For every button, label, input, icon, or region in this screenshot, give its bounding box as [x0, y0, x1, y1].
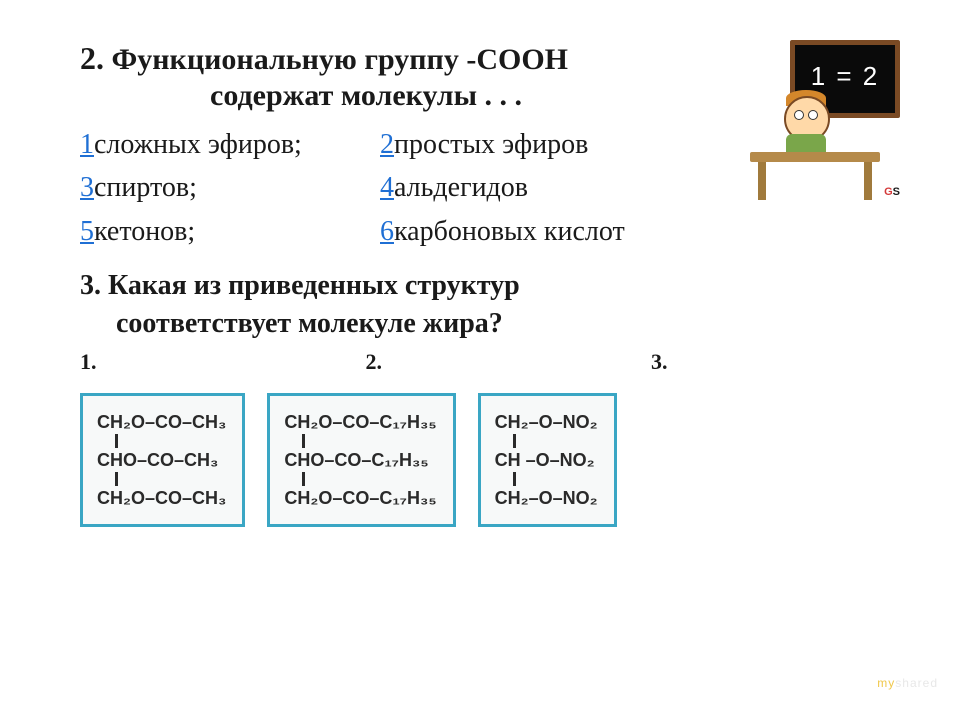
q2-number: 2. [80, 40, 104, 76]
formula-line: CH₂O–CO–C₁₇H₃₅ [284, 486, 436, 510]
student-illustration: 1 = 2 [750, 40, 900, 200]
structure-box-3: CH₂–O–NO₂ CH –O–NO₂ CH₂–O–NO₂ [478, 393, 617, 527]
structure-box-1: CH₂O–CO–CH₃ CHO–CO–CH₃ CH₂O–CO–CH₃ [80, 393, 245, 527]
bond-icon [302, 434, 305, 448]
struct-num-1: 1. [80, 349, 360, 375]
formula-line: CHO–CO–C₁₇H₃₅ [284, 448, 436, 472]
option-link-1[interactable]: 1 [80, 123, 94, 166]
q3-numbers: 1. 2. 3. [80, 349, 880, 375]
watermark-logo: myshared [877, 676, 938, 690]
formula-line: CH₂–O–NO₂ [495, 410, 598, 434]
option-row: 5кетонов; 6 карбоновых кислот [80, 210, 880, 253]
bond-icon [513, 434, 516, 448]
option-link-3[interactable]: 3 [80, 166, 94, 209]
struct-num-3: 3. [651, 349, 668, 375]
formula-line: CH₂O–CO–CH₃ [97, 410, 226, 434]
formula-line: CH₂O–CO–C₁₇H₃₅ [284, 410, 436, 434]
option-link-6[interactable]: 6 [380, 210, 394, 253]
bond-icon [513, 472, 516, 486]
option-text: альдегидов [394, 166, 528, 209]
struct-num-2: 2. [366, 349, 646, 375]
chalkboard-text: 1 = 2 [795, 61, 895, 92]
logo-my: my [877, 676, 895, 690]
desk [750, 152, 880, 200]
option-link-2[interactable]: 2 [380, 123, 394, 166]
bond-icon [115, 434, 118, 448]
option-text: кетонов; [94, 210, 195, 253]
structure-box-2: CH₂O–CO–C₁₇H₃₅ CHO–CO–C₁₇H₃₅ CH₂O–CO–C₁₇… [267, 393, 455, 527]
formula-line: CH –O–NO₂ [495, 448, 598, 472]
slide: 1 = 2 GS 2. Функциональную группу -СООН … [0, 0, 960, 720]
q2-title-text: Функциональную группу -СООН [104, 43, 568, 76]
formula-line: CH₂O–CO–CH₃ [97, 486, 226, 510]
gs-stamp: GS [884, 186, 900, 198]
eye-shape [794, 110, 804, 120]
q3-title-line2: соответствует молекуле жира? [116, 305, 880, 343]
option-text: спиртов; [94, 166, 197, 209]
option-text: простых эфиров [394, 123, 588, 166]
option-link-4[interactable]: 4 [380, 166, 394, 209]
q3-title-line1: 3. Какая из приведенных структур [80, 267, 880, 305]
bond-icon [115, 472, 118, 486]
formula-line: CHO–CO–CH₃ [97, 448, 226, 472]
eye-shape [808, 110, 818, 120]
logo-shared: shared [895, 676, 938, 690]
option-text: карбоновых кислот [394, 210, 625, 253]
bond-icon [302, 472, 305, 486]
q3-title: 3. Какая из приведенных структур соответ… [80, 267, 880, 343]
option-link-5[interactable]: 5 [80, 210, 94, 253]
structures-row: CH₂O–CO–CH₃ CHO–CO–CH₃ CH₂O–CO–CH₃ CH₂O–… [80, 393, 880, 527]
option-text: сложных эфиров; [94, 123, 302, 166]
formula-line: CH₂–O–NO₂ [495, 486, 598, 510]
